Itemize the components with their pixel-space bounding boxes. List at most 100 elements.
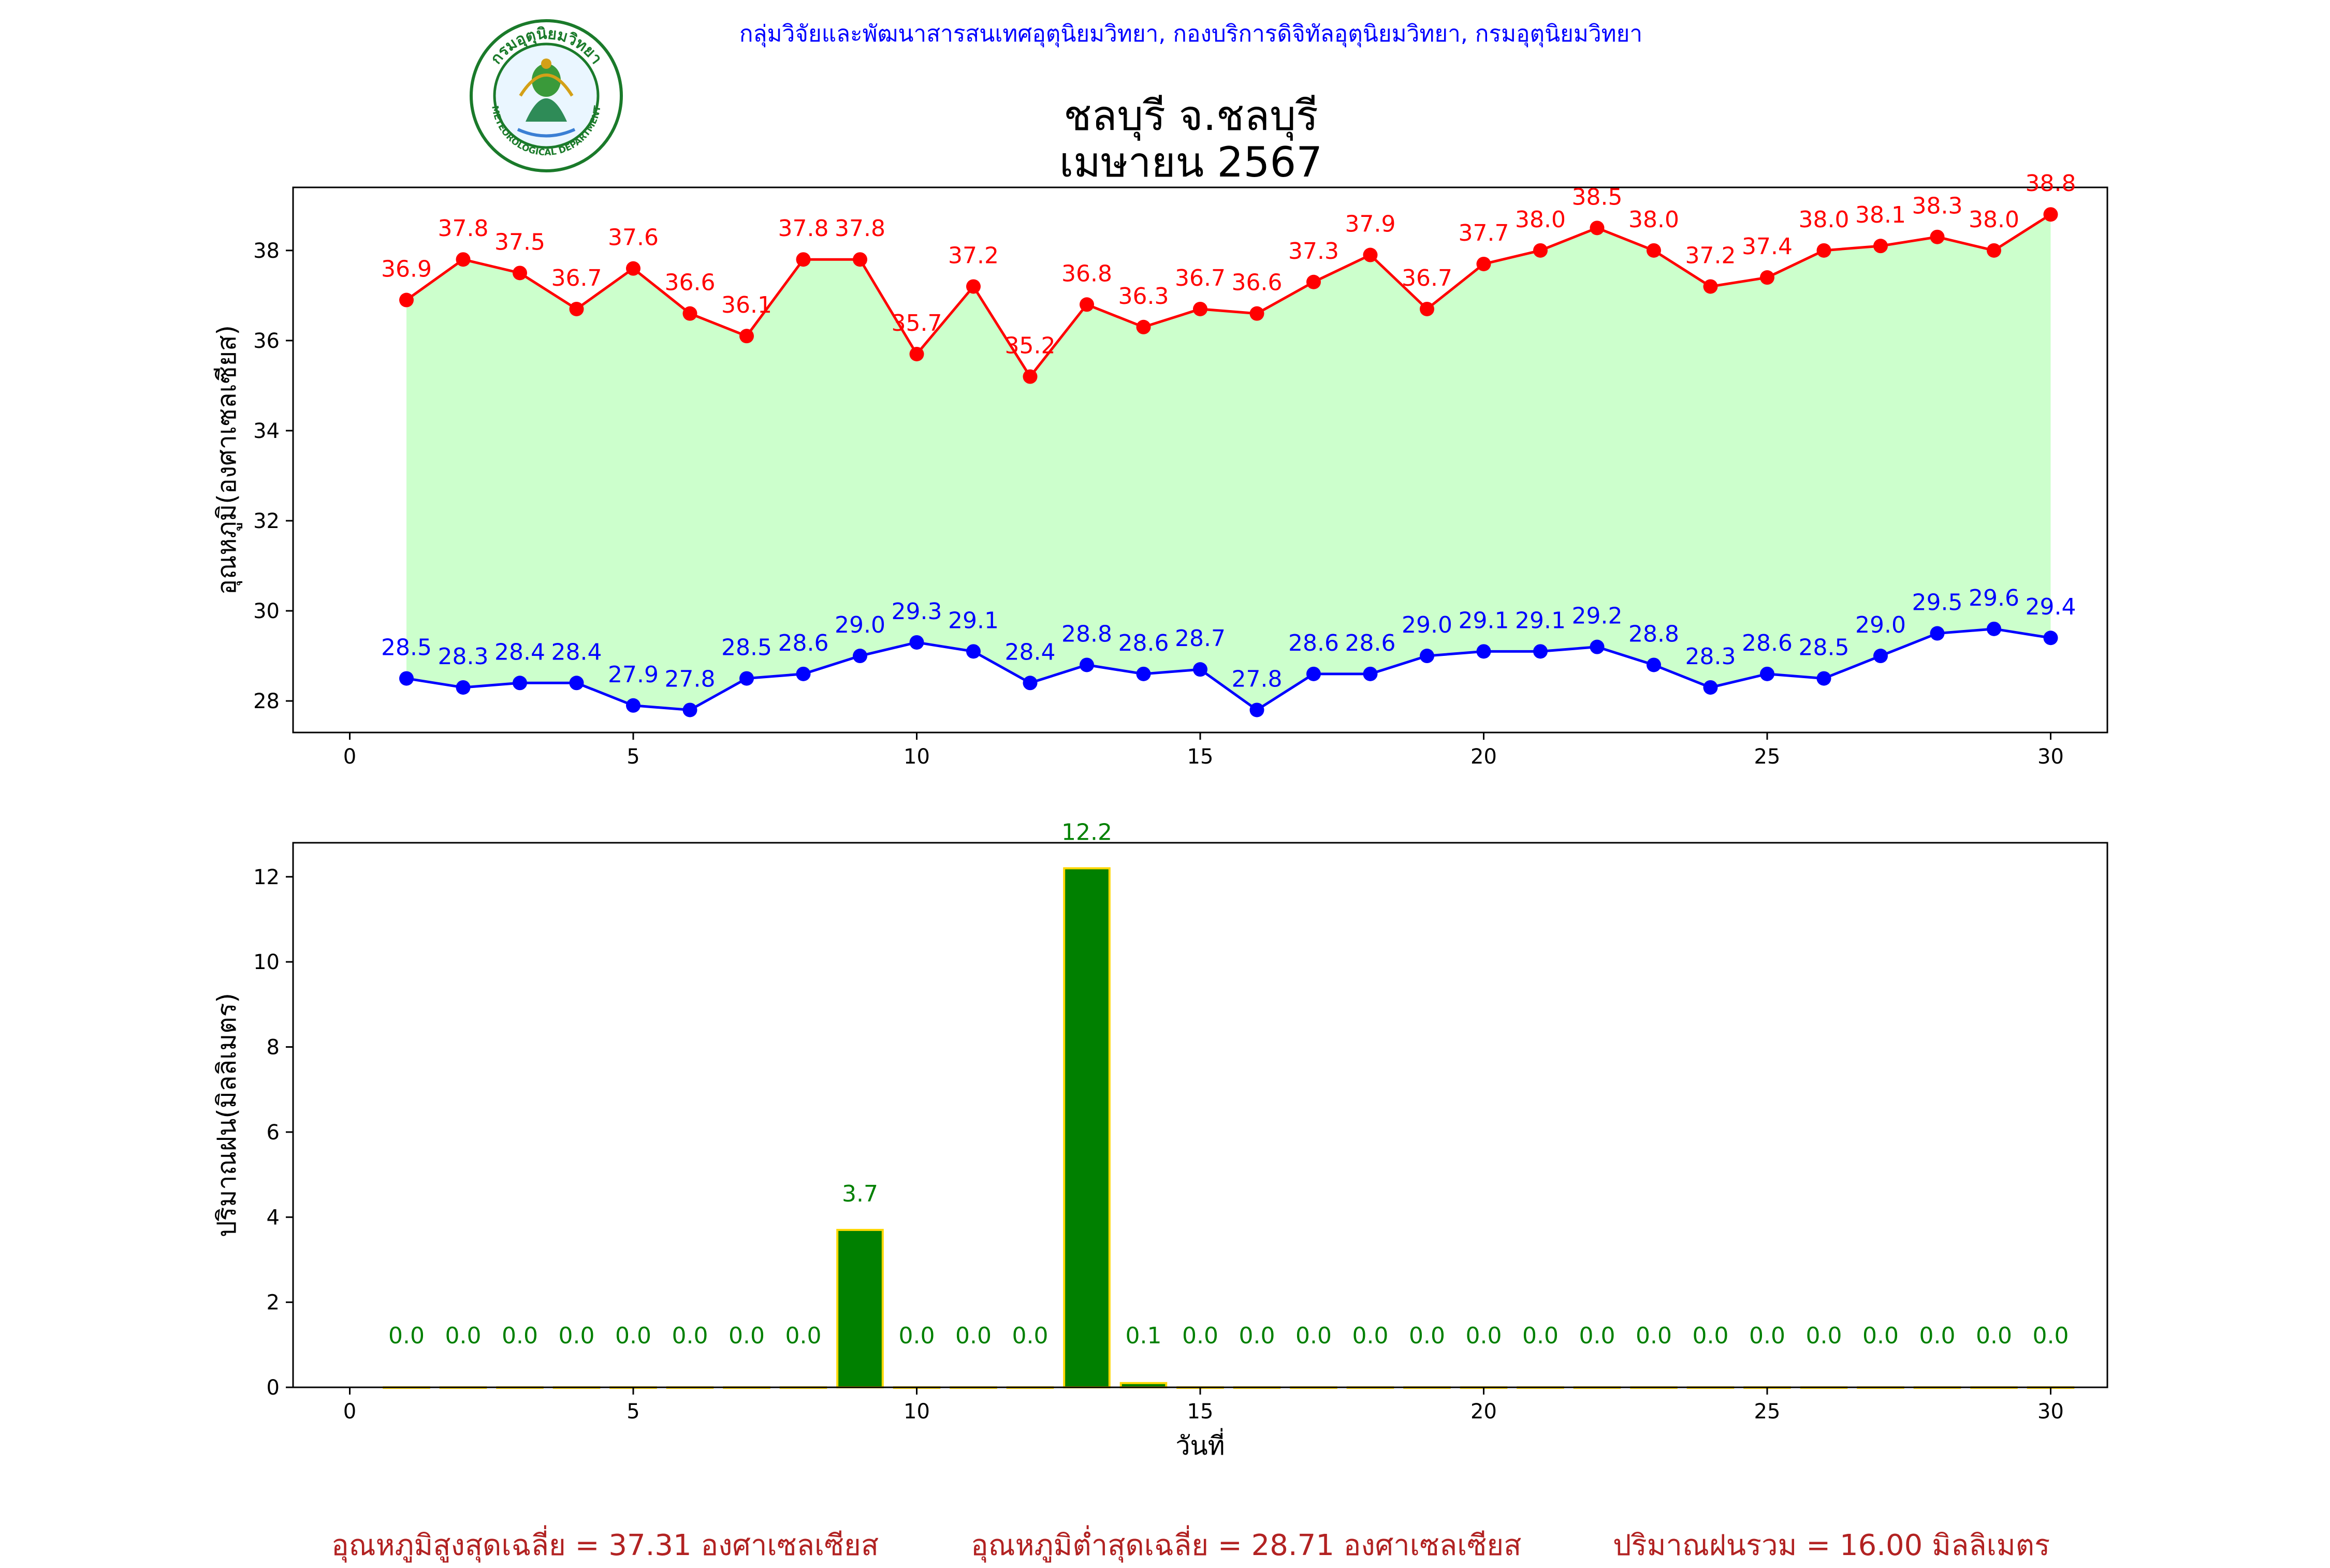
max-temp-data-label: 35.7 [892,310,942,336]
temp-x-tick-label: 10 [904,745,930,769]
rain-data-label: 0.0 [729,1323,765,1349]
rain-y-tick-label: 6 [267,1121,280,1145]
min-temp-point [1647,657,1661,672]
max-temp-point [399,292,414,307]
temp-x-tick-label: 25 [1754,745,1781,769]
min-temp-data-label: 28.8 [1061,621,1112,647]
temp-x-tick-label: 20 [1470,745,1497,769]
max-temp-data-label: 37.8 [438,215,489,242]
rain-data-label: 0.0 [1693,1323,1729,1349]
rain-data-label: 0.0 [1522,1323,1559,1349]
temp-y-tick-label: 30 [253,599,280,623]
max-temp-data-label: 38.0 [1969,207,2019,233]
min-temp-point [1363,666,1378,681]
min-temp-point [1816,671,1831,686]
max-temp-point [1760,270,1774,285]
min-temp-data-label: 28.5 [381,635,432,661]
max-temp-data-label: 37.6 [608,225,659,251]
rain-y-tick-label: 4 [267,1206,280,1229]
rain-y-tick-label: 12 [253,866,280,889]
min-temp-point [1420,649,1434,664]
max-temp-data-label: 36.7 [551,265,602,291]
min-temp-point [796,666,811,681]
min-temp-data-label: 29.1 [948,607,999,634]
max-temp-data-label: 38.1 [1855,202,1906,228]
max-temp-data-label: 38.3 [1912,193,1963,219]
rain-data-label: 0.0 [1182,1323,1218,1349]
rain-x-tick-label: 10 [904,1400,930,1424]
min-temp-point [1080,657,1094,672]
rain-x-tick-label: 0 [343,1400,356,1424]
min-temp-data-label: 29.6 [1969,585,2019,611]
rain-data-label: 0.1 [1126,1323,1162,1349]
min-temp-data-label: 28.6 [778,630,829,656]
min-temp-point [1533,644,1548,659]
min-temp-point [1873,649,1888,664]
rain-y-tick-label: 0 [267,1376,280,1400]
temp-x-tick-label: 5 [627,745,639,769]
min-temp-data-label: 28.6 [1742,630,1793,656]
min-temp-point [1249,702,1264,717]
rain-data-label: 0.0 [1012,1323,1048,1349]
agency-header: กลุ่มวิจัยและพัฒนาสารสนเทศอุตุนิยมวิทยา,… [739,21,1643,47]
max-temp-point [456,252,471,267]
temp-y-tick-label: 38 [253,239,280,263]
max-temp-point [1873,239,1888,254]
min-temp-point [569,676,584,691]
temp-y-tick-label: 32 [253,509,280,533]
min-temp-point [682,702,697,717]
footer-summary: อุณหภูมิสูงสุดเฉลี่ย = 37.31 องศาเซลเซีย… [0,1522,2330,1562]
footer-total-rain: ปริมาณฝนรวม = 16.00 มิลลิเมตร [1613,1529,2050,1562]
rain-axes-frame [292,842,2108,1388]
min-temp-data-label: 28.3 [438,643,489,670]
max-temp-data-label: 37.5 [494,229,545,255]
rain-y-axis-label: ปริมาณฝน(มิลลิเมตร) [212,993,242,1237]
max-temp-point [626,261,640,276]
min-temp-point [456,680,471,695]
rain-data-label: 3.7 [842,1181,878,1207]
temp-x-tick-label: 30 [2037,745,2064,769]
max-temp-data-label: 38.0 [1515,207,1566,233]
rain-data-label: 0.0 [1409,1323,1445,1349]
min-temp-data-label: 27.9 [608,662,659,688]
min-temp-data-label: 29.4 [2026,594,2076,620]
rain-data-label: 0.0 [559,1323,595,1349]
rain-data-label: 0.0 [388,1323,425,1349]
min-temp-point [1703,680,1718,695]
max-temp-point [1476,256,1491,271]
rain-data-label: 0.0 [955,1323,992,1349]
max-temp-point [1306,274,1321,289]
max-temp-data-label: 38.5 [1572,184,1623,210]
chart-title-month: เมษายน 2567 [1059,138,1323,186]
min-temp-data-label: 29.0 [1855,612,1906,638]
min-temp-point [966,644,981,659]
rain-data-label: 0.0 [445,1323,482,1349]
min-temp-data-label: 29.3 [892,598,942,625]
min-temp-point [1476,644,1491,659]
min-temp-point [1136,666,1151,681]
min-temp-point [513,676,527,691]
max-temp-line [405,213,2051,379]
min-temp-point [1930,626,1945,641]
max-temp-data-label: 36.8 [1061,260,1112,287]
min-temp-data-label: 29.0 [1402,612,1452,638]
max-temp-data-label: 37.7 [1459,220,1509,246]
min-temp-data-label: 28.6 [1345,630,1396,656]
max-temp-point [739,329,754,344]
rain-data-label: 0.0 [1579,1323,1615,1349]
min-temp-data-label: 28.3 [1685,643,1736,670]
min-temp-point [909,635,924,650]
max-temp-data-label: 37.2 [948,242,999,269]
rain-data-label: 0.0 [1466,1323,1502,1349]
max-temp-data-label: 36.9 [381,256,432,283]
max-temp-point [1136,319,1151,334]
rain-data-label: 0.0 [1976,1323,2012,1349]
rain-data-label: 0.0 [1919,1323,1956,1349]
temp-y-axis-label: อุณหภูมิ(องศาเซลเซียส) [212,325,242,595]
rain-data-label: 0.0 [1636,1323,1672,1349]
rain-data-label: 0.0 [502,1323,538,1349]
min-temp-data-label: 28.8 [1628,621,1679,647]
min-temp-data-label: 28.6 [1118,630,1169,656]
min-temp-data-label: 29.5 [1912,590,1963,616]
max-temp-data-label: 36.6 [1232,270,1283,296]
